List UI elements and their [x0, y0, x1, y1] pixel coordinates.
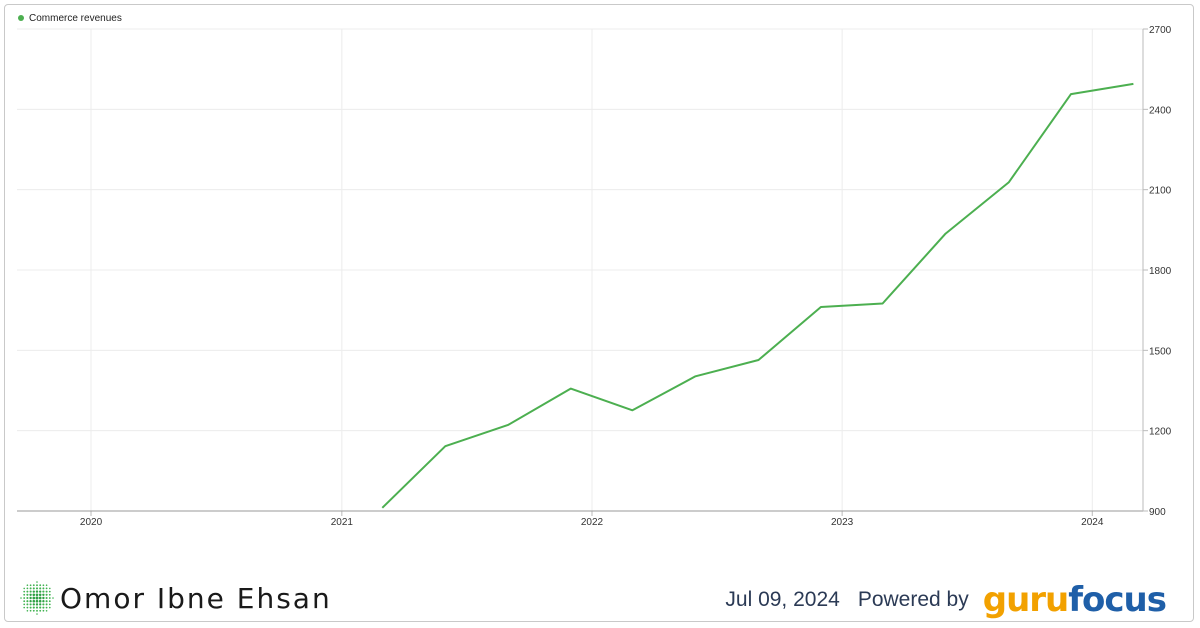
x-tick-label: 2024	[1081, 517, 1104, 528]
legend[interactable]: Commerce revenues	[18, 13, 122, 24]
footer-date: Jul 09, 2024	[725, 588, 840, 611]
legend-label: Commerce revenues	[29, 13, 122, 24]
y-tick-label: 1200	[1149, 427, 1172, 438]
gurufocus-logo[interactable]: gurufocus	[982, 580, 1167, 620]
axes	[17, 28, 1148, 516]
series-line	[381, 82, 1134, 509]
author-block: Omor Ibne Ehsan	[20, 578, 332, 618]
brand-guru: guru	[982, 580, 1070, 620]
y-tick-label: 900	[1149, 507, 1166, 518]
x-tick-label: 2022	[581, 517, 604, 528]
green-dotted-globe-icon	[20, 581, 54, 615]
x-tick-label: 2023	[831, 517, 854, 528]
tick-labels: 900 1200 1500 1800 2100 2400 2700 2020 2021 2022 2…	[80, 25, 1172, 528]
series-layer	[381, 82, 1134, 509]
powered-by-label: Powered by	[857, 588, 969, 611]
x-tick-label: 2020	[80, 517, 103, 528]
y-tick-label: 1500	[1149, 346, 1172, 357]
y-tick-label: 1800	[1149, 266, 1172, 277]
y-tick-label: 2400	[1149, 105, 1172, 116]
legend-marker	[18, 15, 24, 21]
line-chart: 900 1200 1500 1800 2100 2400 2700 2020 2021 2022 2…	[17, 13, 1172, 528]
footer-right: Jul 09, 2024 Powered by gurufocus	[725, 578, 1167, 622]
x-tick-label: 2021	[331, 517, 354, 528]
brand-focus: focus	[1068, 580, 1167, 620]
author-name: Omor Ibne Ehsan	[60, 581, 332, 615]
y-tick-label: 2100	[1149, 186, 1172, 197]
grid	[17, 28, 1143, 512]
y-tick-label: 2700	[1149, 25, 1172, 36]
chart-frame	[4, 4, 1194, 622]
